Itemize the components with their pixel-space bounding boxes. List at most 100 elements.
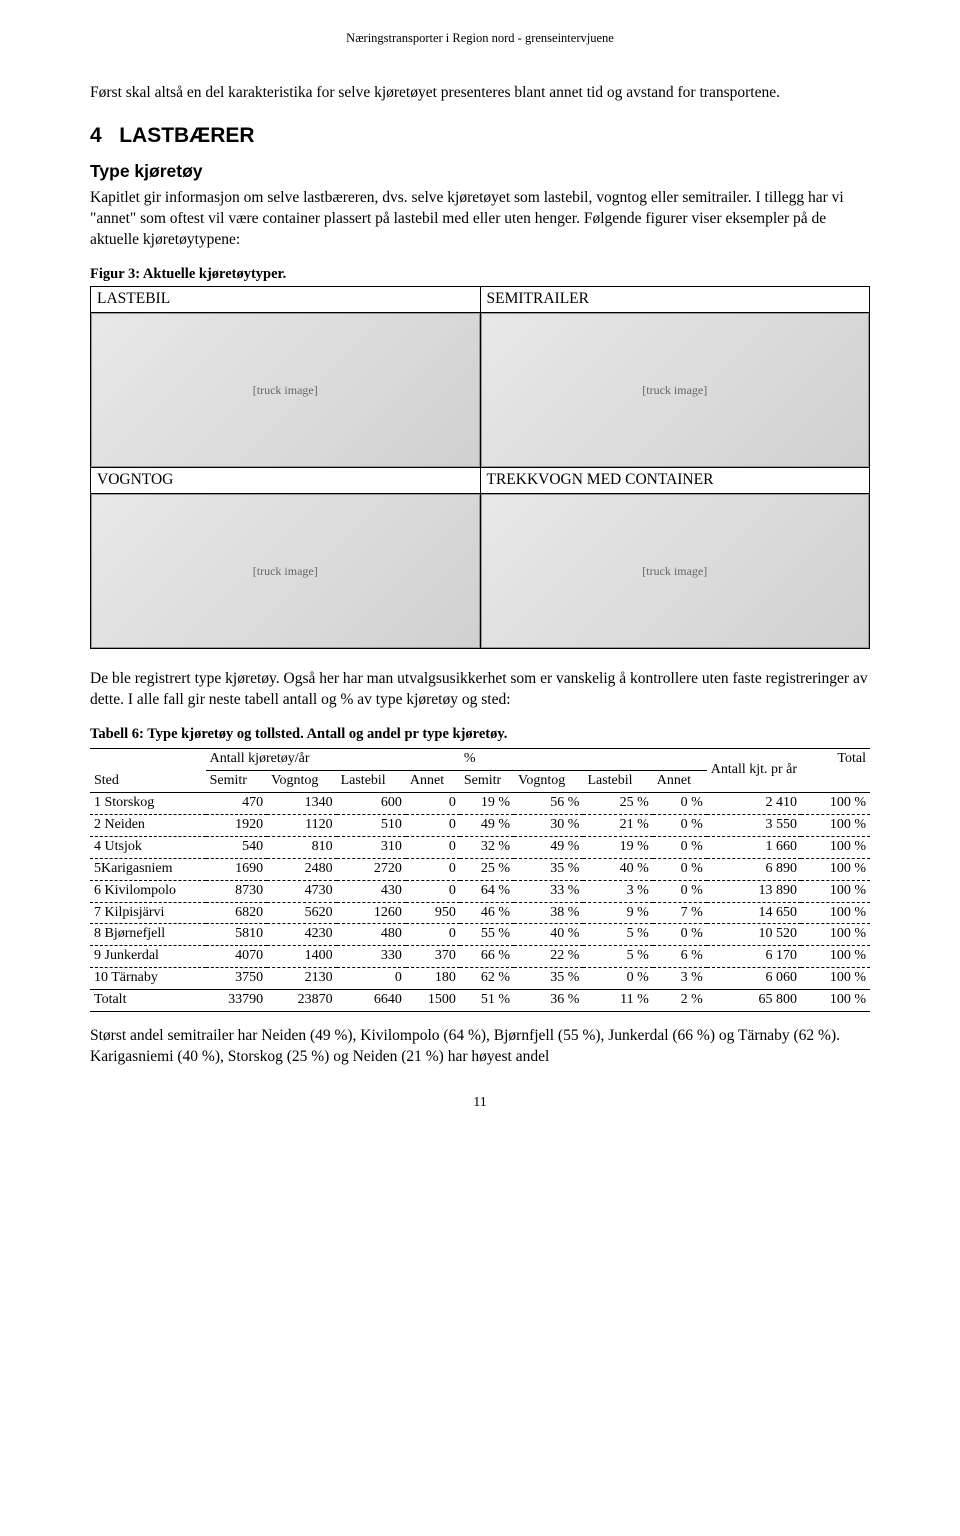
table-cell: 100 % <box>801 902 870 924</box>
table-caption: Tabell 6: Type kjøretøy og tollsted. Ant… <box>90 725 870 745</box>
table-cell: 100 % <box>801 924 870 946</box>
table-cell: 22 % <box>514 946 583 968</box>
table-cell: 46 % <box>460 902 514 924</box>
table-cell: 66 % <box>460 946 514 968</box>
table-cell: 19 % <box>583 836 652 858</box>
table-cell: 7 Kilpisjärvi <box>90 902 206 924</box>
table-cell: 33 % <box>514 880 583 902</box>
section-heading: 4 LASTBÆRER <box>90 122 870 150</box>
table-cell: 2 Neiden <box>90 815 206 837</box>
subsection-heading: Type kjøretøy <box>90 160 870 184</box>
table-cell: 9 Junkerdal <box>90 946 206 968</box>
fig-cell-vogntog-label: VOGNTOG <box>91 468 481 494</box>
table-cell: 100 % <box>801 968 870 990</box>
table-row: 2 Neiden19201120510049 %30 %21 %0 %3 550… <box>90 815 870 837</box>
table-cell: 0 <box>406 924 460 946</box>
grp-counts: Antall kjøretøy/år <box>210 751 310 766</box>
table-cell: 180 <box>406 968 460 990</box>
table-cell: Totalt <box>90 990 206 1012</box>
fig-cell-trekkvogn-label: TREKKVOGN MED CONTAINER <box>480 468 870 494</box>
table-row: 6 Kivilompolo87304730430064 %33 %3 %0 %1… <box>90 880 870 902</box>
table-cell: 330 <box>337 946 406 968</box>
table-cell: 810 <box>267 836 336 858</box>
table-cell: 100 % <box>801 793 870 815</box>
table-cell: 430 <box>337 880 406 902</box>
table-cell: 370 <box>406 946 460 968</box>
table-cell: 0 % <box>653 793 707 815</box>
data-table: Sted Antall kjøretøy/år % Antall kjt. pr… <box>90 748 870 1012</box>
table-row: 5Karigasniem169024802720025 %35 %40 %0 %… <box>90 858 870 880</box>
table-cell: 0 % <box>583 968 652 990</box>
closing-paragraph: Størst andel semitrailer har Neiden (49 … <box>90 1026 870 1068</box>
table-cell: 1340 <box>267 793 336 815</box>
table-cell: 6820 <box>206 902 268 924</box>
table-cell: 8730 <box>206 880 268 902</box>
table-cell: 100 % <box>801 815 870 837</box>
table-cell: 19 % <box>460 793 514 815</box>
table-cell: 25 % <box>460 858 514 880</box>
intro-paragraph: Først skal altså en del karakteristika f… <box>90 83 870 104</box>
table-cell: 0 % <box>653 924 707 946</box>
table-cell: 100 % <box>801 990 870 1012</box>
table-cell: 480 <box>337 924 406 946</box>
table-total-row: Totalt33790238706640150051 %36 %11 %2 %6… <box>90 990 870 1012</box>
table-cell: 470 <box>206 793 268 815</box>
table-cell: 49 % <box>514 836 583 858</box>
grp-pct: % <box>464 751 476 766</box>
after-figure-paragraph: De ble registrert type kjøretøy. Også he… <box>90 669 870 711</box>
table-cell: 0 % <box>653 815 707 837</box>
truck-image-lastebil: [truck image] <box>91 313 480 467</box>
table-cell: 38 % <box>514 902 583 924</box>
table-cell: 40 % <box>514 924 583 946</box>
table-cell: 6 % <box>653 946 707 968</box>
table-cell: 7 % <box>653 902 707 924</box>
table-cell: 1400 <box>267 946 336 968</box>
table-cell: 4070 <box>206 946 268 968</box>
col-vogntog1: Vogntog <box>271 773 318 788</box>
table-cell: 100 % <box>801 858 870 880</box>
table-cell: 51 % <box>460 990 514 1012</box>
table-cell: 6 Kivilompolo <box>90 880 206 902</box>
table-cell: 40 % <box>583 858 652 880</box>
page-header: Næringstransporter i Region nord - grens… <box>90 30 870 47</box>
section-title: LASTBÆRER <box>119 124 254 147</box>
table-cell: 540 <box>206 836 268 858</box>
table-cell: 100 % <box>801 836 870 858</box>
table-cell: 0 <box>337 968 406 990</box>
table-cell: 6 170 <box>707 946 801 968</box>
table-cell: 0 % <box>653 858 707 880</box>
table-cell: 950 <box>406 902 460 924</box>
table-cell: 3 550 <box>707 815 801 837</box>
table-row: 7 Kilpisjärvi68205620126095046 %38 %9 %7… <box>90 902 870 924</box>
table-cell: 600 <box>337 793 406 815</box>
table-cell: 64 % <box>460 880 514 902</box>
fig-cell-lastebil-label: LASTEBIL <box>91 287 481 313</box>
table-cell: 4730 <box>267 880 336 902</box>
table-cell: 6 060 <box>707 968 801 990</box>
table-cell: 1 Storskog <box>90 793 206 815</box>
table-cell: 0 % <box>653 880 707 902</box>
table-cell: 2 % <box>653 990 707 1012</box>
table-cell: 5 % <box>583 924 652 946</box>
table-cell: 21 % <box>583 815 652 837</box>
table-cell: 8 Bjørnefjell <box>90 924 206 946</box>
table-cell: 0 <box>406 836 460 858</box>
table-cell: 100 % <box>801 880 870 902</box>
table-cell: 0 <box>406 858 460 880</box>
figure-grid: LASTEBIL SEMITRAILER [truck image] [truc… <box>90 286 870 649</box>
table-cell: 10 Tärnaby <box>90 968 206 990</box>
table-cell: 1500 <box>406 990 460 1012</box>
table-cell: 10 520 <box>707 924 801 946</box>
table-cell: 56 % <box>514 793 583 815</box>
table-cell: 13 890 <box>707 880 801 902</box>
table-cell: 2720 <box>337 858 406 880</box>
table-cell: 23870 <box>267 990 336 1012</box>
table-cell: 0 <box>406 815 460 837</box>
table-cell: 0 % <box>653 836 707 858</box>
table-cell: 3 % <box>653 968 707 990</box>
table-cell: 14 650 <box>707 902 801 924</box>
table-row: 1 Storskog4701340600019 %56 %25 %0 %2 41… <box>90 793 870 815</box>
grp-total: Total <box>837 751 866 766</box>
table-cell: 5620 <box>267 902 336 924</box>
body-paragraph: Kapitlet gir informasjon om selve lastbæ… <box>90 188 870 251</box>
